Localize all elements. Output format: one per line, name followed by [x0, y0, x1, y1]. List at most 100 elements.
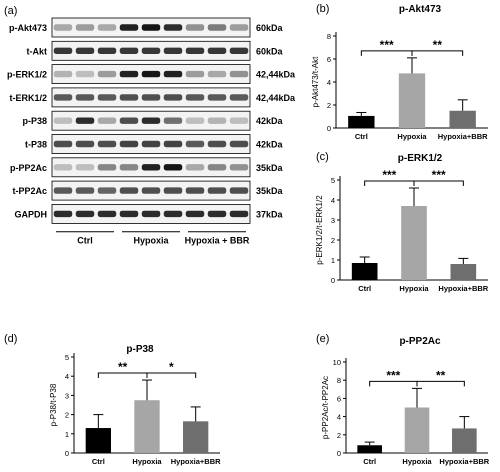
blot-band — [53, 47, 73, 54]
bar — [404, 407, 430, 453]
blot-row-label: p-Akt473 — [9, 23, 47, 33]
blot-row-label: t-Akt — [27, 46, 48, 56]
blot-band — [229, 94, 249, 101]
blot-band — [75, 117, 95, 124]
bar — [449, 110, 476, 128]
bar — [398, 73, 426, 128]
y-tick-label: 4 — [331, 196, 335, 205]
panel-letter: (d) — [4, 333, 17, 345]
blot-band — [185, 210, 205, 218]
blot-band — [163, 47, 183, 54]
blot-band — [163, 117, 183, 124]
blot-band — [207, 24, 227, 31]
x-tick-label: Hypoxia+BBR — [439, 457, 489, 466]
blot-band — [229, 187, 249, 194]
blot-band — [185, 94, 205, 101]
y-tick-label: 0 — [65, 449, 69, 458]
chart-title: p-Akt473 — [399, 4, 442, 15]
blot-band — [163, 210, 183, 218]
y-tick-label: 1 — [65, 430, 69, 439]
blot-band — [229, 164, 249, 171]
y-tick-label: 6 — [327, 55, 331, 64]
blot-band — [229, 210, 249, 218]
bar — [85, 428, 111, 453]
blot-band — [119, 187, 139, 194]
blot-band — [97, 47, 117, 54]
blot-band — [141, 164, 161, 171]
y-tick-label: 4 — [327, 78, 331, 87]
blot-band — [53, 117, 73, 124]
blot-row-label: t-ERK1/2 — [9, 93, 47, 103]
blot-band — [97, 94, 117, 101]
blot-band — [229, 140, 249, 148]
blot-row-size: 35kDa — [256, 163, 284, 173]
blot-band — [97, 164, 117, 171]
blot-band — [141, 94, 161, 101]
blot-band — [53, 140, 73, 148]
blot-band — [97, 24, 117, 31]
blot-row-label: t-P38 — [25, 140, 47, 150]
blot-row-size: 35kDa — [256, 186, 284, 196]
blot-band — [119, 47, 139, 54]
blot-band — [97, 117, 117, 124]
blot-band — [229, 117, 249, 124]
y-axis-label: p-ERK1/2/t-ERK1/2 — [315, 195, 324, 265]
blot-band — [163, 140, 183, 148]
y-tick-label: 0 — [327, 124, 331, 133]
x-tick-label: Ctrl — [355, 132, 368, 141]
y-tick-label: 1 — [331, 256, 335, 265]
bar — [450, 264, 477, 280]
blot-band — [119, 164, 139, 171]
bar — [348, 115, 375, 128]
significance-bracket — [411, 50, 464, 56]
blot-band — [185, 187, 205, 194]
blot-band — [75, 94, 95, 101]
blot-band — [207, 210, 227, 218]
blot-band — [185, 70, 205, 78]
blot-row-size: 60kDa — [256, 46, 284, 56]
panel-letter: (b) — [316, 3, 329, 15]
significance-label: ** — [436, 368, 446, 382]
blot-row-size: 42kDa — [256, 140, 284, 150]
bar — [401, 206, 427, 280]
blot-band — [229, 24, 249, 31]
significance-bracket — [413, 180, 464, 186]
blot-band — [75, 24, 95, 31]
blot-row-label: p-PP2Ac — [10, 163, 47, 173]
blot-group-label: Hypoxia + BBR — [185, 236, 250, 246]
blot-band — [119, 140, 139, 148]
blot-band — [229, 47, 249, 54]
y-tick-label: 2 — [65, 411, 69, 420]
blot-band — [75, 47, 95, 54]
blot-band — [53, 187, 73, 194]
blot-group-label: Hypoxia — [133, 236, 169, 246]
blot-band — [185, 24, 205, 31]
blot-row-size: 37kDa — [256, 209, 284, 219]
blot-band — [53, 210, 73, 218]
blot-row-label: GAPDH — [14, 209, 47, 219]
bar — [351, 263, 378, 280]
significance-bracket — [416, 380, 465, 387]
blot-band — [207, 70, 227, 78]
blot-row-label: p-ERK1/2 — [7, 70, 47, 80]
x-tick-label: Hypoxia — [397, 132, 427, 141]
blot-band — [185, 140, 205, 148]
y-tick-label: 3 — [331, 216, 335, 225]
blot-band — [163, 187, 183, 194]
blot-band — [141, 117, 161, 124]
bar — [183, 421, 209, 453]
y-tick-label: 5 — [65, 353, 69, 362]
blot-band — [119, 210, 139, 218]
x-tick-label: Hypoxia+BBR — [438, 132, 488, 141]
blot-band — [119, 117, 139, 124]
y-tick-label: 2 — [337, 431, 341, 440]
blot-row-size: 42kDa — [256, 116, 284, 126]
blot-band — [163, 164, 183, 171]
blot-band — [53, 164, 73, 171]
y-tick-label: 2 — [331, 236, 335, 245]
y-tick-label: 2 — [327, 101, 331, 110]
blot-band — [163, 70, 183, 78]
blot-band — [53, 94, 73, 101]
blot-band — [53, 70, 73, 78]
chart-title: p-ERK1/2 — [398, 153, 443, 164]
